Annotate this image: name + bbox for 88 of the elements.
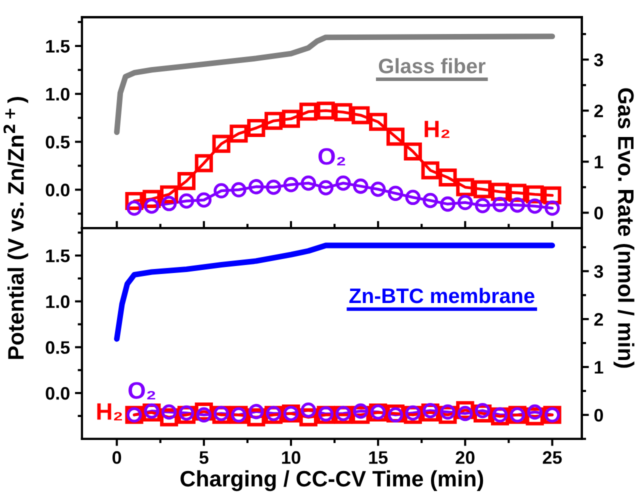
y-axis-title: Potential (V vs. Zn/Zn$^{2+}$) (4, 96, 28, 359)
point (458, 194, 473, 210)
point (144, 198, 160, 214)
y2-tick-label: 3 (594, 265, 604, 278)
point (474, 402, 490, 418)
x-tick-label: 20 (456, 451, 474, 464)
x-tick-label: 5 (199, 451, 208, 464)
point (334, 103, 352, 122)
point (161, 196, 177, 212)
point (510, 197, 526, 213)
point (247, 118, 266, 138)
series-label: Glass fiber (378, 58, 486, 74)
point (178, 405, 194, 421)
point (300, 175, 316, 191)
y-tick-label: 1.0 (46, 295, 70, 308)
point (440, 196, 456, 212)
point (248, 179, 264, 194)
point (352, 106, 370, 124)
point (177, 172, 196, 190)
point (474, 180, 492, 198)
series-label: O₂ (128, 382, 156, 400)
point (194, 154, 213, 172)
point (527, 404, 542, 420)
y-tick-label: 1.5 (46, 250, 70, 262)
y2-tick-label: 1 (594, 156, 604, 168)
point (282, 110, 300, 128)
point (405, 405, 421, 421)
point (144, 403, 160, 419)
point (196, 407, 212, 423)
point (212, 134, 230, 153)
x-tick-label: 15 (369, 451, 388, 464)
y2-tick-label: 2 (594, 313, 603, 326)
point (458, 406, 473, 422)
point (318, 180, 334, 196)
y-tick-label: 1.0 (46, 88, 70, 101)
y-tick-label: 0.0 (46, 184, 70, 196)
x-tick-label: 25 (542, 451, 562, 464)
point (214, 183, 229, 198)
y2-tick-label: 1 (594, 361, 604, 374)
point (404, 142, 422, 160)
point (353, 403, 368, 419)
point (421, 161, 440, 180)
point (422, 402, 438, 418)
point (422, 192, 438, 208)
point (300, 402, 316, 418)
series-label: H₂ (424, 120, 450, 138)
y2-axis-title: Gas Evo. Rate (nmol / min) (614, 88, 634, 368)
point (388, 186, 404, 201)
point (299, 102, 318, 121)
point (196, 192, 212, 208)
point (405, 190, 421, 206)
point (386, 128, 405, 146)
point (264, 112, 283, 130)
point (527, 198, 542, 214)
x-tick-label: 10 (282, 451, 300, 464)
point (353, 178, 368, 194)
point (266, 180, 282, 195)
series-label: H₂ (97, 403, 122, 420)
point (248, 404, 264, 420)
point (126, 200, 142, 216)
text: Zn-BTC membrane (349, 288, 534, 304)
point (456, 178, 474, 196)
point (283, 177, 299, 192)
point (388, 407, 404, 423)
point (370, 182, 386, 197)
point (230, 124, 248, 143)
y-tick-label: 0.5 (46, 136, 70, 149)
point (231, 182, 246, 198)
point (474, 198, 490, 214)
point (544, 200, 560, 216)
point (178, 193, 194, 209)
y-tick-label: 0.5 (46, 341, 70, 354)
point (369, 112, 388, 131)
x-axis-title: Charging / CC-CV Time (min) (180, 470, 484, 492)
point (316, 102, 335, 120)
point (161, 404, 177, 420)
x-tick-label: 0 (112, 451, 122, 464)
point (438, 168, 457, 187)
point (440, 404, 456, 420)
y2-tick-label: 0 (594, 206, 603, 220)
y2-tick-label: 2 (594, 104, 603, 118)
series-label: O₂ (318, 148, 346, 166)
y-tick-label: 1.5 (46, 40, 70, 53)
point (336, 175, 351, 191)
y2-tick-label: 3 (594, 54, 604, 66)
y2-tick-label: 0 (594, 408, 603, 422)
y-tick-label: 0.0 (46, 386, 70, 400)
point (492, 196, 508, 212)
